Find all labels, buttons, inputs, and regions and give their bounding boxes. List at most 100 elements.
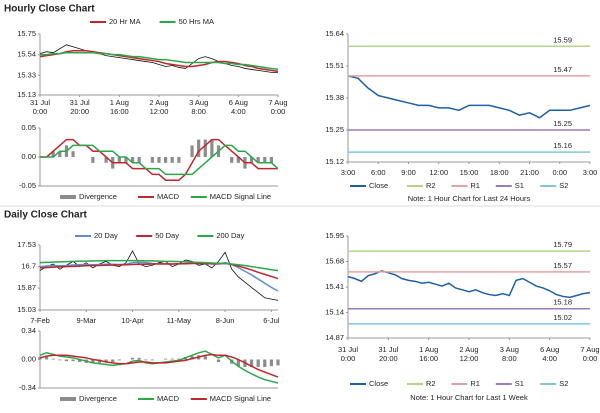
x-tick-label: 21:00 bbox=[520, 168, 539, 177]
legend-label: Divergence bbox=[79, 394, 117, 403]
divergence-bar bbox=[38, 356, 42, 360]
divergence-bar bbox=[64, 359, 69, 362]
level-label: 15.79 bbox=[553, 240, 572, 249]
divergence-bar bbox=[177, 157, 181, 163]
y-tick-label: 0.00 bbox=[21, 152, 36, 161]
divergence-bar bbox=[269, 157, 273, 163]
legend-swatch bbox=[60, 195, 76, 199]
legend-label: 50 Hrs MA bbox=[179, 17, 214, 26]
divergence-bar bbox=[249, 359, 254, 368]
series-line bbox=[347, 75, 591, 119]
divergence-bar bbox=[51, 151, 55, 157]
legend-label: 20 Hr MA bbox=[109, 17, 141, 26]
divergence-bar bbox=[150, 359, 154, 361]
x-tick-label: 8-Jun bbox=[216, 316, 235, 325]
legend-label: S1 bbox=[515, 379, 524, 388]
x-tick-label: 7-Feb bbox=[30, 316, 50, 325]
divergence-bar bbox=[150, 157, 154, 163]
legend-label: MACD Signal Line bbox=[210, 394, 271, 403]
divergence-bar bbox=[263, 157, 267, 163]
y-tick-label: 15.87 bbox=[17, 283, 36, 292]
divergence-bar bbox=[236, 157, 240, 163]
y-tick-label: 15.54 bbox=[17, 50, 36, 59]
chart-note: Note: 1 Hour Chart for Last 24 Hours bbox=[408, 194, 531, 203]
series-line bbox=[39, 353, 279, 378]
y-tick-label: 15.38 bbox=[325, 93, 344, 102]
divergence-bar bbox=[210, 139, 214, 157]
x-tick-label: 31 Jul 0:00 bbox=[338, 345, 358, 363]
x-tick-label: 3 Aug 8:00 bbox=[189, 98, 208, 116]
y-tick-label: -0.34 bbox=[19, 383, 36, 392]
legend-label: S1 bbox=[515, 181, 524, 190]
divergence-bar bbox=[203, 139, 207, 157]
divergence-bar bbox=[45, 356, 49, 360]
x-tick-label: 3:00 bbox=[583, 168, 598, 177]
x-tick-label: 3:00 bbox=[341, 168, 356, 177]
x-tick-label: 10-Apr bbox=[121, 316, 144, 325]
series-line bbox=[39, 259, 279, 272]
divergence-bar bbox=[203, 355, 207, 360]
divergence-bar bbox=[170, 157, 174, 163]
divergence-bar bbox=[130, 357, 135, 360]
divergence-bar bbox=[256, 157, 260, 163]
y-tick-label: 15.51 bbox=[325, 61, 344, 70]
legend-swatch bbox=[60, 397, 76, 401]
y-tick-label: 0.34 bbox=[21, 326, 36, 335]
legend-label: MACD bbox=[157, 394, 180, 403]
divergence-bar bbox=[137, 157, 141, 163]
divergence-bar bbox=[91, 359, 95, 363]
y-tick-label: 15.41 bbox=[325, 282, 344, 291]
x-tick-label: 6-Jul bbox=[263, 316, 280, 325]
divergence-bar bbox=[71, 151, 75, 157]
price-line bbox=[39, 250, 279, 301]
section-title: Hourly Close Chart bbox=[4, 4, 95, 15]
x-tick-label: 9-Mar bbox=[76, 316, 96, 325]
divergence-bar bbox=[249, 157, 254, 163]
divergence-bar bbox=[256, 359, 260, 368]
divergence-bar bbox=[97, 359, 102, 363]
x-tick-label: 1 Aug 16:00 bbox=[419, 345, 438, 363]
y-tick-label: 15.12 bbox=[325, 157, 344, 166]
level-label: 15.16 bbox=[553, 141, 572, 150]
divergence-bar bbox=[130, 157, 135, 163]
level-label: 15.57 bbox=[553, 261, 572, 270]
legend-label: 50 Day bbox=[155, 231, 179, 240]
y-tick-label: 17.53 bbox=[17, 240, 36, 249]
legend-label: 20 Day bbox=[94, 231, 118, 240]
y-tick-label: 14.87 bbox=[325, 333, 344, 342]
level-label: 15.02 bbox=[553, 313, 572, 322]
legend-label: Divergence bbox=[79, 192, 117, 201]
divergence-bar bbox=[117, 157, 121, 163]
divergence-bar bbox=[276, 359, 280, 366]
series-line bbox=[40, 51, 279, 71]
y-tick-label: 15.03 bbox=[17, 305, 36, 314]
divergence-bar bbox=[269, 359, 273, 367]
divergence-bar bbox=[144, 359, 148, 361]
divergence-bar bbox=[230, 157, 234, 163]
y-tick-label: 15.75 bbox=[17, 29, 36, 38]
x-tick-label: 6 Aug 4:00 bbox=[540, 345, 559, 363]
x-tick-label: 2 Aug 12:00 bbox=[459, 345, 478, 363]
divergence-bar bbox=[91, 157, 95, 163]
section-title: Daily Close Chart bbox=[4, 210, 87, 221]
divergence-bar bbox=[263, 359, 267, 368]
legend-label: MACD Signal Line bbox=[210, 192, 271, 201]
price-line bbox=[39, 44, 278, 73]
divergence-bar bbox=[71, 359, 75, 362]
legend-label: S2 bbox=[559, 379, 568, 388]
divergence-bar bbox=[164, 358, 168, 360]
divergence-bar bbox=[104, 157, 108, 163]
divergence-bar bbox=[111, 359, 115, 363]
y-tick-label: 15.68 bbox=[325, 256, 344, 265]
x-tick-label: 7 Aug 0:00 bbox=[580, 345, 599, 363]
divergence-bar bbox=[170, 358, 174, 360]
y-tick-label: 0.05 bbox=[21, 123, 36, 132]
x-tick-label: 15:00 bbox=[460, 168, 479, 177]
divergence-bar bbox=[51, 358, 55, 360]
series-line bbox=[39, 262, 279, 280]
divergence-bar bbox=[58, 359, 62, 361]
x-tick-label: 11-May bbox=[167, 316, 192, 325]
x-tick-label: 9:00 bbox=[401, 168, 416, 177]
divergence-bar bbox=[124, 157, 128, 163]
